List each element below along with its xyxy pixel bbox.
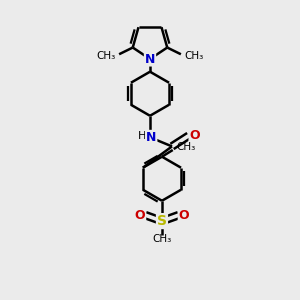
Text: O: O: [179, 208, 189, 222]
Text: N: N: [145, 52, 155, 65]
Text: CH₃: CH₃: [176, 142, 196, 152]
Text: CH₃: CH₃: [184, 51, 204, 61]
Text: CH₃: CH₃: [152, 234, 172, 244]
Text: S: S: [157, 214, 167, 228]
Text: N: N: [146, 131, 156, 144]
Text: H: H: [137, 131, 146, 141]
Text: O: O: [135, 208, 145, 222]
Text: O: O: [190, 129, 200, 142]
Text: CH₃: CH₃: [96, 51, 116, 61]
